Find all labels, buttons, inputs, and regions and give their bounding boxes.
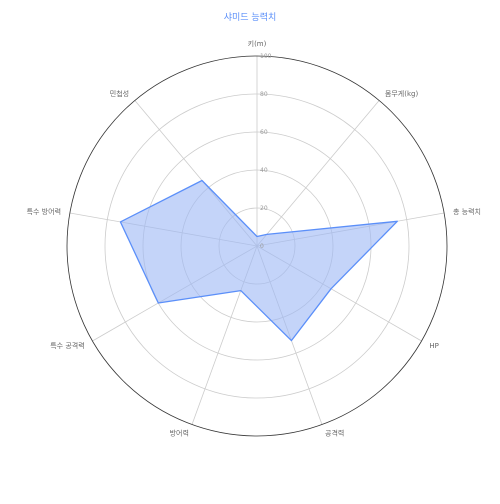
axis-label: 민첩성 xyxy=(110,89,129,98)
axis-label: 특수 공격력 xyxy=(50,342,84,350)
series-area xyxy=(120,181,397,341)
axis-label: 몸무게(kg) xyxy=(385,89,419,98)
tick-label: 60 xyxy=(260,129,268,136)
tick-label: 20 xyxy=(260,205,268,212)
series-layer xyxy=(120,180,397,340)
axis-label: 키(m) xyxy=(248,39,267,48)
tick-label: 80 xyxy=(260,91,268,98)
axis-label: 특수 방어력 xyxy=(27,207,61,216)
chart-title: 샤미드 능력치 xyxy=(0,10,500,23)
spoke-line xyxy=(257,100,379,246)
tick-label: 40 xyxy=(260,167,268,174)
tick-label: 0 xyxy=(260,243,264,250)
axis-label: 총 능력치 xyxy=(453,207,481,216)
axis-label: HP xyxy=(429,342,439,350)
axis-label: 방어력 xyxy=(170,428,189,437)
axis-label: 공격력 xyxy=(325,429,344,437)
tick-label: 100 xyxy=(260,53,272,60)
